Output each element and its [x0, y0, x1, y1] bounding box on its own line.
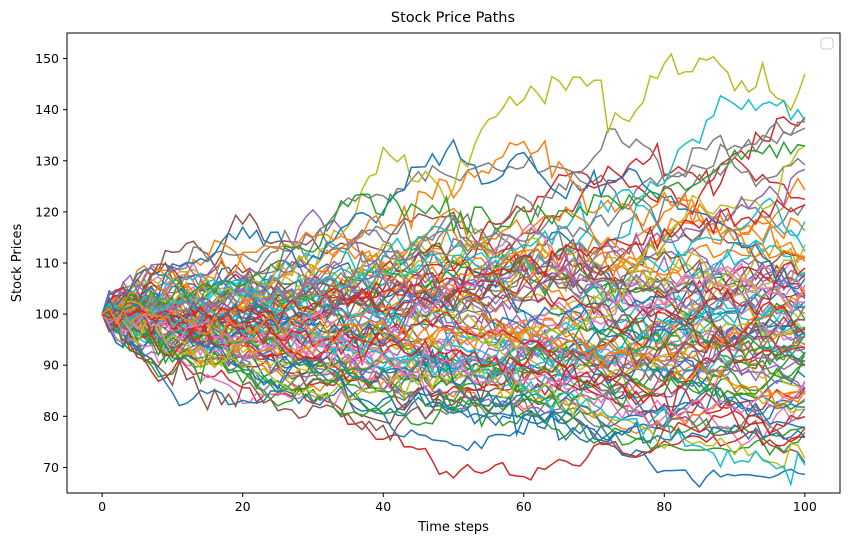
price-path-50 — [101, 266, 806, 351]
y-axis: 70 80 90 100 110 120 130 140 150 — [35, 51, 67, 475]
price-path-64 — [101, 208, 806, 383]
x-tick-label: 20 — [235, 499, 251, 514]
price-path-77 — [101, 128, 806, 315]
plot-area — [101, 52, 806, 488]
x-tick-label: 0 — [98, 499, 106, 514]
x-tick-label: 40 — [375, 499, 391, 514]
price-path-99 — [101, 307, 806, 410]
price-path-91 — [101, 305, 806, 426]
price-path-47 — [101, 127, 806, 316]
price-path-11 — [101, 239, 806, 315]
y-tick-label: 70 — [43, 460, 59, 475]
price-path-89 — [101, 140, 806, 318]
y-axis-label: Stock Prices — [10, 223, 25, 302]
y-tick-label: 120 — [35, 204, 59, 219]
price-path-73 — [101, 296, 805, 389]
price-path-80 — [101, 313, 805, 418]
price-path-84 — [101, 52, 806, 332]
price-path-49 — [101, 225, 806, 364]
y-tick-label: 100 — [35, 307, 59, 322]
x-tick-label: 80 — [656, 499, 672, 514]
y-tick-label: 140 — [35, 102, 59, 117]
price-path-92 — [101, 312, 806, 470]
price-path-88 — [101, 139, 805, 319]
price-path-96 — [101, 312, 806, 428]
price-path-86 — [101, 120, 805, 320]
y-tick-label: 110 — [35, 256, 59, 271]
x-axis-label: Time steps — [417, 520, 489, 535]
y-tick-label: 80 — [43, 409, 59, 424]
plot-frame — [66, 32, 841, 494]
price-path-54 — [101, 288, 806, 414]
price-path-87 — [101, 138, 806, 319]
price-path-69 — [101, 272, 806, 394]
legend — [820, 37, 834, 50]
price-path-40 — [101, 313, 806, 488]
price-path-93 — [101, 303, 806, 487]
price-path-76 — [101, 221, 805, 358]
x-tick-label: 60 — [516, 499, 532, 514]
x-tick-label: 100 — [793, 499, 817, 514]
y-tick-label: 150 — [35, 51, 59, 66]
price-path-90 — [101, 313, 805, 442]
price-path-30 — [101, 287, 806, 452]
y-tick-label: 90 — [43, 358, 59, 373]
x-axis: 0 20 40 60 80 100 — [98, 493, 817, 514]
price-path-51 — [101, 204, 806, 369]
chart-title: Stock Price Paths — [391, 10, 515, 26]
price-path-24 — [101, 313, 805, 418]
price-path-63 — [101, 260, 806, 361]
price-path-85 — [101, 94, 806, 323]
price-path-74 — [101, 260, 806, 335]
y-tick-label: 130 — [35, 153, 59, 168]
price-path-12 — [101, 313, 806, 457]
price-path-57 — [101, 251, 806, 368]
price-path-3 — [101, 291, 806, 416]
price-path-95 — [101, 310, 806, 436]
price-path-65 — [101, 272, 806, 336]
price-path-98 — [101, 198, 806, 327]
